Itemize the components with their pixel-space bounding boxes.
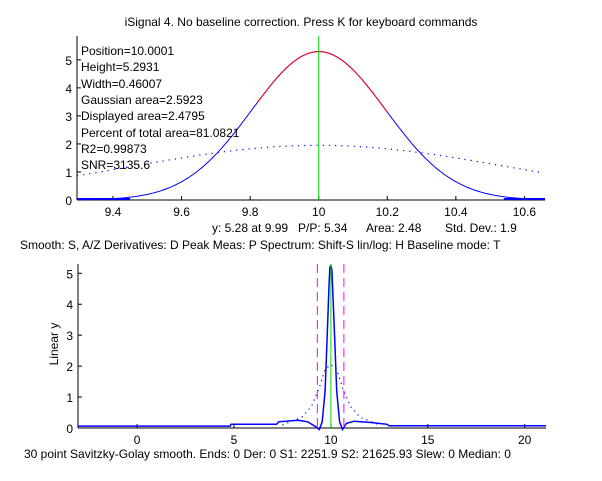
peak-info-line: Gaussian area=2.5923: [81, 92, 203, 107]
y-axis-label: Linear y: [47, 323, 61, 366]
status-pp: P/P: 5.34: [298, 221, 348, 235]
y-tick-label: 1: [66, 391, 73, 405]
y-tick-label: 4: [66, 298, 73, 312]
x-tick-label: 10.4: [444, 205, 468, 219]
x-tick-label: 5: [231, 433, 238, 447]
fit-line: [256, 51, 388, 113]
x-tick-label: 10: [312, 205, 326, 219]
y-tick-label: 5: [65, 54, 72, 68]
x-tick-label: 9.8: [242, 205, 259, 219]
chart-title: iSignal 4. No baseline correction. Press…: [124, 15, 478, 29]
x-tick-label: 9.4: [105, 205, 122, 219]
bottom-status-line: 30 point Savitzky-Golay smooth. Ends: 0 …: [24, 447, 511, 461]
status-y-at: y: 5.28 at 9.99: [212, 221, 289, 235]
y-tick-label: 0: [65, 194, 72, 208]
x-tick-label: 10: [324, 433, 338, 447]
x-tick-label: 0: [134, 433, 141, 447]
smoothed-signal-line: [78, 263, 546, 432]
peak-info-line: Height=5.2931: [81, 60, 160, 75]
y-tick-label: 2: [66, 360, 73, 374]
peak-info-line: Position=10.0001: [81, 44, 175, 58]
status-std-dev: Std. Dev.: 1.9: [445, 221, 517, 235]
peak-info-line: R2=0.99873: [81, 141, 147, 156]
x-tick-label: 20: [518, 433, 532, 447]
peak-info-line: Percent of total area=81.0821: [81, 125, 240, 140]
y-tick-label: 3: [66, 329, 73, 343]
keyboard-commands-line: Smooth: S, A/Z Derivatives: D Peak Meas:…: [20, 238, 501, 252]
y-tick-label: 3: [65, 110, 72, 124]
y-tick-label: 0: [66, 422, 73, 436]
x-tick-label: 9.6: [173, 205, 190, 219]
x-tick-label: 15: [421, 433, 435, 447]
envelope-dotted-line: [76, 144, 544, 177]
x-tick-label: 10.2: [376, 205, 400, 219]
status-area: Area: 2.48: [366, 221, 422, 235]
y-tick-label: 2: [65, 138, 72, 152]
y-tick-label: 4: [65, 82, 72, 96]
y-tick-label: 1: [65, 166, 72, 180]
y-tick-label: 5: [66, 267, 73, 281]
peak-info-line: SNR=3135.6: [81, 158, 151, 173]
peak-info-line: Displayed area=2.4795: [81, 109, 205, 124]
x-tick-label: 10.6: [513, 205, 537, 219]
peak-info-line: Width=0.46007: [81, 76, 163, 91]
